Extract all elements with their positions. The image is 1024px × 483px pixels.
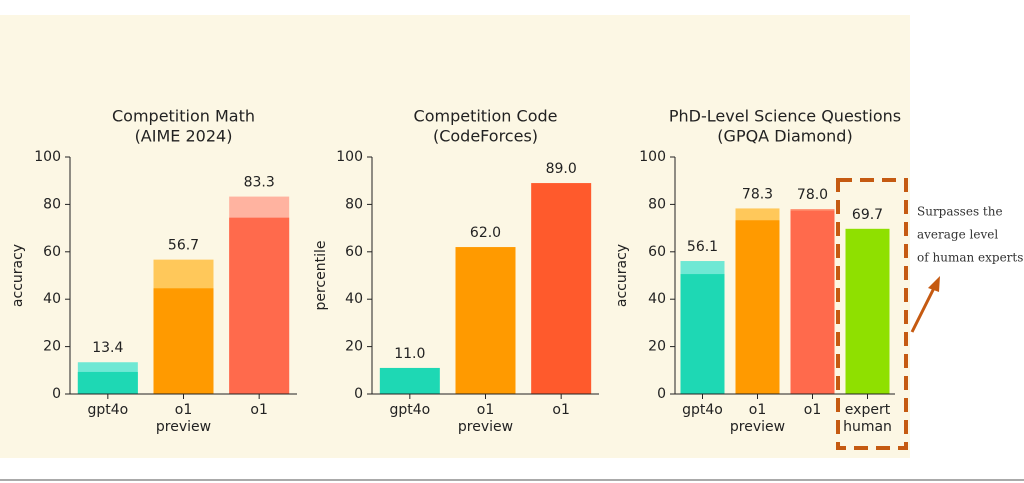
bar	[153, 288, 214, 394]
value-label: 83.3	[244, 175, 275, 191]
y-axis-label: accuracy	[614, 244, 630, 307]
chart-title: PhD-Level Science Questions	[669, 107, 901, 126]
y-tick-label: 60	[648, 244, 666, 260]
x-tick-label: o1 preview	[458, 402, 513, 435]
value-label: 11.0	[394, 346, 425, 362]
bar	[77, 371, 138, 394]
value-label: 56.7	[168, 238, 199, 254]
y-tick-label: 100	[336, 149, 363, 165]
chart-subtitle: (CodeForces)	[433, 127, 538, 146]
y-tick-label: 100	[34, 149, 61, 165]
y-tick-label: 80	[43, 196, 61, 212]
bar	[735, 220, 780, 394]
bar	[845, 228, 890, 394]
value-label: 78.3	[742, 186, 773, 202]
y-axis-label: percentile	[313, 240, 329, 310]
y-tick-label: 20	[648, 339, 666, 355]
value-label: 69.7	[852, 207, 883, 223]
chart-subtitle: (AIME 2024)	[135, 127, 233, 146]
y-tick-label: 60	[345, 244, 363, 260]
y-tick-label: 60	[43, 244, 61, 260]
annotation-line: Surpasses the	[917, 205, 1003, 219]
y-tick-label: 40	[345, 291, 363, 307]
x-tick-label: expert human	[843, 402, 892, 435]
y-tick-label: 0	[354, 386, 363, 402]
value-label: 56.1	[687, 239, 718, 255]
annotation-line: average level	[917, 228, 998, 242]
annotation-line: of human experts	[917, 251, 1023, 265]
y-tick-label: 20	[345, 339, 363, 355]
x-tick-label: gpt4o	[87, 402, 128, 418]
bar	[379, 367, 440, 394]
x-tick-label: gpt4o	[389, 402, 430, 418]
value-label: 13.4	[92, 340, 123, 356]
x-tick-label: o1	[804, 402, 821, 418]
bar	[531, 183, 592, 394]
x-tick-label: o1 preview	[156, 402, 211, 435]
y-tick-label: 40	[43, 291, 61, 307]
x-tick-label: o1 preview	[730, 402, 785, 435]
y-tick-label: 80	[345, 196, 363, 212]
bar	[455, 247, 516, 394]
y-tick-label: 0	[657, 386, 666, 402]
bar	[790, 210, 835, 394]
x-tick-label: o1	[250, 402, 267, 418]
y-tick-label: 80	[648, 196, 666, 212]
y-tick-label: 0	[52, 386, 61, 402]
arrow-head	[928, 276, 940, 292]
chart-subtitle: (GPQA Diamond)	[717, 127, 852, 146]
y-tick-label: 100	[639, 149, 666, 165]
bar	[680, 274, 725, 394]
highlight-box	[836, 178, 908, 450]
y-axis-label: accuracy	[10, 244, 26, 307]
bar	[229, 217, 290, 394]
y-tick-label: 40	[648, 291, 666, 307]
chart-title: Competition Math	[112, 107, 255, 126]
chart-title: Competition Code	[414, 107, 558, 126]
value-label: 62.0	[470, 225, 501, 241]
value-label: 89.0	[546, 161, 577, 177]
x-tick-label: gpt4o	[682, 402, 723, 418]
y-tick-label: 20	[43, 339, 61, 355]
x-tick-label: o1	[552, 402, 569, 418]
value-label: 78.0	[797, 187, 828, 203]
arrow-shaft	[910, 287, 936, 333]
